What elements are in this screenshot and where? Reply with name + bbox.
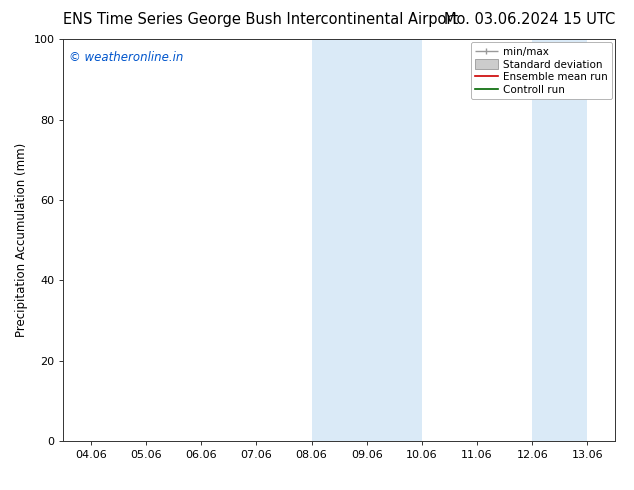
- Text: ENS Time Series George Bush Intercontinental Airport: ENS Time Series George Bush Intercontine…: [63, 12, 458, 27]
- Text: Mo. 03.06.2024 15 UTC: Mo. 03.06.2024 15 UTC: [444, 12, 615, 27]
- Text: © weatheronline.in: © weatheronline.in: [69, 51, 183, 64]
- Legend: min/max, Standard deviation, Ensemble mean run, Controll run: min/max, Standard deviation, Ensemble me…: [470, 42, 612, 99]
- Bar: [312, 39, 422, 441]
- Y-axis label: Precipitation Accumulation (mm): Precipitation Accumulation (mm): [15, 143, 28, 337]
- Bar: [533, 39, 588, 441]
